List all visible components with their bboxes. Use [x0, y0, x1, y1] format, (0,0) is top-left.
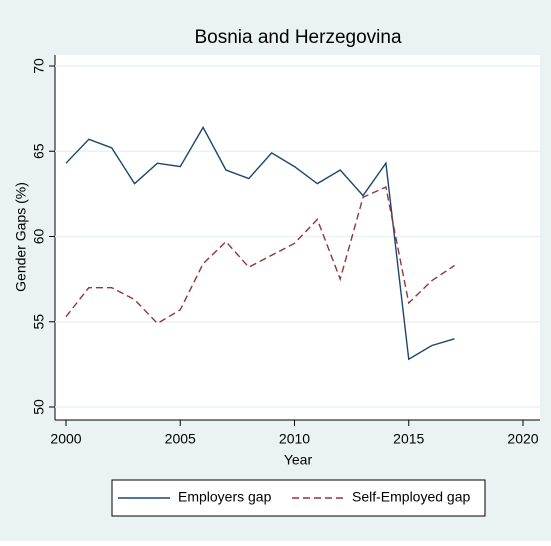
- x-tick-label: 2000: [50, 431, 81, 447]
- y-tick-label: 55: [31, 314, 47, 330]
- y-tick-label: 65: [31, 143, 47, 159]
- x-tick-label: 2010: [279, 431, 310, 447]
- y-tick-label: 70: [31, 58, 47, 74]
- legend-label: Self-Employed gap: [352, 489, 471, 505]
- legend-label: Employers gap: [178, 489, 272, 505]
- x-tick-label: 2005: [165, 431, 196, 447]
- series-line: [65, 125, 455, 361]
- x-tick-label: 2020: [507, 431, 538, 447]
- plot-area: [55, 55, 540, 420]
- x-axis-label: Year: [284, 452, 313, 468]
- series-line: [65, 186, 455, 325]
- y-tick-label: 60: [31, 229, 47, 245]
- x-tick-label: 2015: [393, 431, 424, 447]
- y-axis-label: Gender Gaps (%): [13, 182, 29, 292]
- chart-title: Bosnia and Herzegovina: [194, 27, 401, 48]
- y-tick-label: 50: [31, 399, 47, 415]
